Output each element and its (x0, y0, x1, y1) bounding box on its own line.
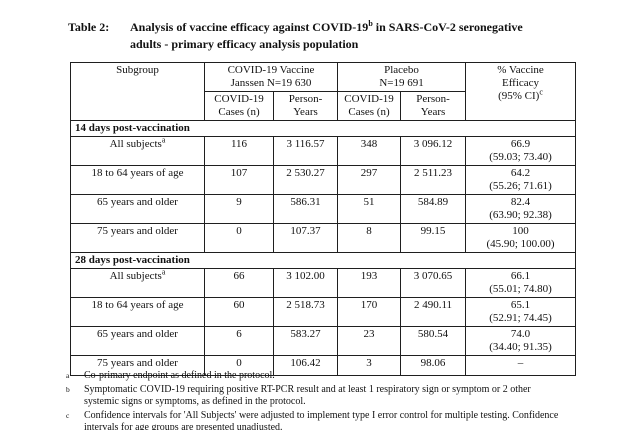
table-row: 75 years and older 0 106.42 3 98.06– (70, 355, 577, 376)
footnotes: a Co-primary endpoint as defined in the p… (66, 370, 571, 430)
vaccine-efficacy-cell: 82.4 (63.90; 92.38) (465, 194, 577, 224)
subgroup-cell: All subjectsa (70, 136, 205, 166)
table-row: All subjectsa 116 3 116.57 348 3 096.12 66.9(… (70, 136, 577, 166)
vaccine-person-years-cell: 3 116.57 (272, 136, 339, 166)
vaccine-efficacy-cell: 66.9 (59.03; 73.40) (465, 136, 577, 166)
footnote: a Co-primary endpoint as defined in the p… (66, 370, 571, 383)
table-row: 75 years and older 0 107.37 8 99.15 100 (45.90… (70, 223, 577, 253)
vaccine-cases-cell: 6 (204, 326, 274, 356)
table-row: 18 to 64 years of age 107 2 530.27 297 2 511… (70, 165, 577, 195)
placebo-person-years-cell: 98.06 (400, 355, 467, 376)
footnote-ref-a: a (161, 136, 166, 145)
placebo-person-years-cell: 3 070.65 (400, 268, 467, 298)
vaccine-efficacy-cell: – (465, 355, 577, 376)
placebo-person-years-cell: 99.15 (400, 223, 467, 253)
footnote-text: Symptomatic COVID-19 requiring positive … (84, 383, 531, 408)
table-row: 18 to 64 years of age 60 2 518.73 170 2 490.… (70, 297, 577, 327)
subgroup-cell: 65 years and older (70, 326, 205, 356)
footnote-marker: c (66, 410, 70, 420)
placebo-cases-cell: 23 (337, 326, 402, 356)
section-label: 14 days post-vaccination (69, 120, 577, 137)
subgroup-cell: 75 years and older (70, 223, 205, 253)
vaccine-person-years-cell: 106.42 (272, 355, 339, 376)
footnote-ref-b: b (368, 19, 373, 28)
subgroup-cell: All subjectsa (70, 268, 205, 298)
vaccine-person-years-cell: 2 518.73 (272, 297, 339, 327)
table-row: 65 years and older 6 583.27 23 580.54 74.0 (34… (70, 326, 577, 356)
vaccine-efficacy-table: Subgroup COVID-19 Vaccine Janssen N=19 6… (69, 62, 577, 376)
footnote: c Confidence intervals for 'All Subjects'… (66, 410, 571, 430)
table-title-number: Table 2: (68, 20, 110, 34)
column-group-placebo: Placebo N=19 691 (337, 62, 467, 92)
footnote-ref-c: c (539, 87, 543, 97)
vaccine-cases-cell: 0 (204, 223, 274, 253)
table-title: Table 2: Analysis of vaccine efficacy ag… (68, 19, 523, 54)
table-row: 65 years and older 9 586.31 51 584.89 82.4 (63… (70, 194, 577, 224)
table-title-line1: Analysis of vaccine efficacy against COV… (130, 19, 523, 35)
placebo-cases-cell: 297 (337, 165, 402, 195)
placebo-person-years-cell: 2 511.23 (400, 165, 467, 195)
column-header-placebo-person-years: Person- Years (400, 91, 467, 121)
table-title-line2: adults - primary efficacy analysis popul… (130, 37, 359, 52)
column-header-vaccine-person-years: Person- Years (272, 91, 339, 121)
vaccine-person-years-cell: 583.27 (272, 326, 339, 356)
placebo-cases-cell: 348 (337, 136, 402, 166)
footnote-marker: b (66, 384, 70, 394)
placebo-person-years-cell: 3 096.12 (400, 136, 467, 166)
placebo-cases-cell: 8 (337, 223, 402, 253)
placebo-cases-cell: 51 (337, 194, 402, 224)
vaccine-cases-cell: 9 (204, 194, 274, 224)
vaccine-cases-cell: 60 (204, 297, 274, 327)
column-header-efficacy: % Vaccine Efficacy (95% CI)c (465, 62, 577, 121)
vaccine-cases-cell: 66 (204, 268, 274, 298)
vaccine-person-years-cell: 2 530.27 (272, 165, 339, 195)
footnote-text: Confidence intervals for 'All Subjects' … (84, 409, 559, 430)
placebo-cases-cell: 193 (337, 268, 402, 298)
vaccine-efficacy-cell: 64.2 (55.26; 71.61) (465, 165, 577, 195)
subgroup-cell: 75 years and older (70, 355, 205, 376)
subgroup-cell: 18 to 64 years of age (70, 165, 205, 195)
vaccine-person-years-cell: 586.31 (272, 194, 339, 224)
vaccine-person-years-cell: 3 102.00 (272, 268, 339, 298)
section-label: 28 days post-vaccination (69, 252, 577, 269)
footnote-marker: a (66, 371, 70, 380)
section-row: 14 days post-vaccination (69, 120, 577, 137)
vaccine-efficacy-cell: 66.1 (55.01; 74.80) (465, 268, 577, 298)
footnote-text: Co-primary endpoint as defined in the pr… (84, 370, 275, 381)
column-header-vaccine-cases: COVID-19 Cases (n) (204, 91, 274, 121)
footnote-ref-a: a (161, 268, 166, 277)
subgroup-cell: 65 years and older (70, 194, 205, 224)
vaccine-cases-cell: 116 (204, 136, 274, 166)
column-header-placebo-cases: COVID-19 Cases (n) (337, 91, 402, 121)
table-row: All subjectsa 66 3 102.00 193 3 070.65 66.1 (5… (70, 268, 577, 298)
footnote: b Symptomatic COVID-19 requiring positive… (66, 384, 571, 409)
subgroup-cell: 18 to 64 years of age (70, 297, 205, 327)
column-group-vaccine: COVID-19 Vaccine Janssen N=19 630 (203, 62, 339, 92)
placebo-person-years-cell: 584.89 (400, 194, 467, 224)
placebo-person-years-cell: 2 490.11 (400, 297, 467, 327)
placebo-person-years-cell: 580.54 (400, 326, 467, 356)
vaccine-efficacy-cell: 74.0 (34.40; 91.35) (465, 326, 577, 356)
vaccine-efficacy-cell: 65.1 (52.91; 74.45) (465, 297, 577, 327)
vaccine-person-years-cell: 107.37 (272, 223, 339, 253)
vaccine-efficacy-cell: 100 (45.90; 100.00) (465, 223, 577, 253)
column-header-subgroup: Subgroup (70, 62, 205, 121)
table-title-text: Analysis of vaccine efficacy against COV… (130, 19, 523, 54)
vaccine-cases-cell: 107 (204, 165, 274, 195)
section-row: 28 days post-vaccination (69, 252, 577, 269)
placebo-cases-cell: 170 (337, 297, 402, 327)
